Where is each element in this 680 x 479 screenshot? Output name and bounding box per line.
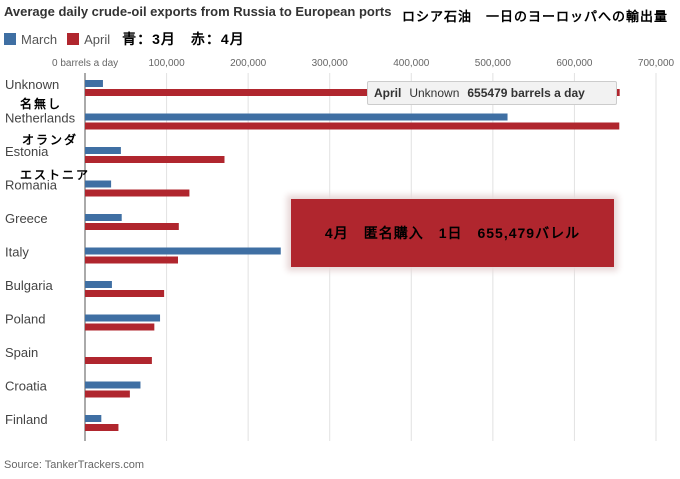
japanese-legend-note: 青：3月 赤：4月 — [122, 31, 245, 47]
bar-march-romania — [85, 180, 112, 188]
legend-march-swatch — [4, 33, 16, 45]
category-label: Estonia — [5, 144, 49, 159]
bar-march-unknown — [85, 80, 103, 87]
bar-march-greece — [85, 214, 122, 221]
category-label: Poland — [5, 312, 45, 327]
bar-april-spain — [85, 357, 152, 364]
bar-april-estonia — [85, 156, 225, 163]
legend-april-swatch — [67, 33, 80, 45]
category-label: Bulgaria — [5, 278, 53, 293]
tooltip-category: Unknown — [409, 86, 460, 100]
callout-text: 4月 匿名購入 1日 655,479バレル — [324, 225, 581, 241]
japanese-title: ロシア石油 一日のヨーロッパへの輸出量 — [402, 9, 669, 24]
bar-march-finland — [85, 415, 102, 422]
category-label: Italy — [5, 245, 29, 260]
tooltip-value: 655479 barrels a day — [467, 86, 585, 100]
source-note: Source: TankerTrackers.com — [4, 459, 144, 471]
bar-april-finland — [85, 424, 119, 431]
category-label: Unknown — [5, 77, 59, 92]
legend-march-label: March — [21, 31, 58, 47]
netherlands-jp-annotation: オランダ — [22, 133, 79, 147]
bar-march-poland — [85, 314, 161, 322]
bar-march-bulgaria — [85, 281, 112, 288]
callout-box: 4月 匿名購入 1日 655,479バレル — [291, 199, 614, 267]
bar-april-poland — [85, 323, 155, 331]
unknown-jp-annotation: 名無し — [20, 97, 63, 111]
x-tick-label: 300,000 — [312, 58, 349, 69]
chart-title: Average daily crude-oil exports from Rus… — [4, 4, 392, 19]
legend-march[interactable]: March — [4, 32, 57, 47]
bar-april-italy — [85, 256, 178, 264]
x-tick-label: 600,000 — [556, 58, 593, 69]
x-tick-label: 200,000 — [230, 58, 267, 69]
x-tick-label: 100,000 — [148, 58, 185, 69]
category-label: Greece — [5, 211, 48, 226]
x-tick-label: 500,000 — [475, 58, 512, 69]
x-tick-label: 700,000 — [638, 58, 675, 69]
bar-april-romania — [85, 189, 190, 197]
x-tick-label: 400,000 — [393, 58, 430, 69]
category-label: Spain — [5, 345, 38, 360]
bar-april-bulgaria — [85, 290, 165, 297]
x-tick-label: 0 barrels a day — [52, 58, 118, 69]
bar-march-italy — [85, 247, 281, 255]
bar-april-netherlands — [85, 122, 620, 130]
legend-april[interactable]: April — [67, 32, 110, 47]
category-label: Netherlands — [5, 111, 76, 126]
bar-april-unknown — [85, 89, 620, 96]
legend: March April 青：3月 赤：4月 — [4, 29, 245, 49]
category-label: Romania — [5, 178, 58, 193]
estonia-jp-annotation: エストニア — [20, 168, 91, 182]
bar-april-greece — [85, 223, 179, 230]
bar-march-estonia — [85, 147, 121, 154]
bar-april-croatia — [85, 390, 130, 398]
bar-march-croatia — [85, 381, 141, 389]
bar-tooltip: April Unknown 655479 barrels a day — [367, 81, 617, 105]
category-label: Croatia — [5, 379, 48, 394]
category-label: Finland — [5, 412, 48, 427]
tooltip-series: April — [374, 86, 402, 100]
bar-march-netherlands — [85, 113, 508, 121]
legend-april-label: April — [84, 31, 111, 47]
